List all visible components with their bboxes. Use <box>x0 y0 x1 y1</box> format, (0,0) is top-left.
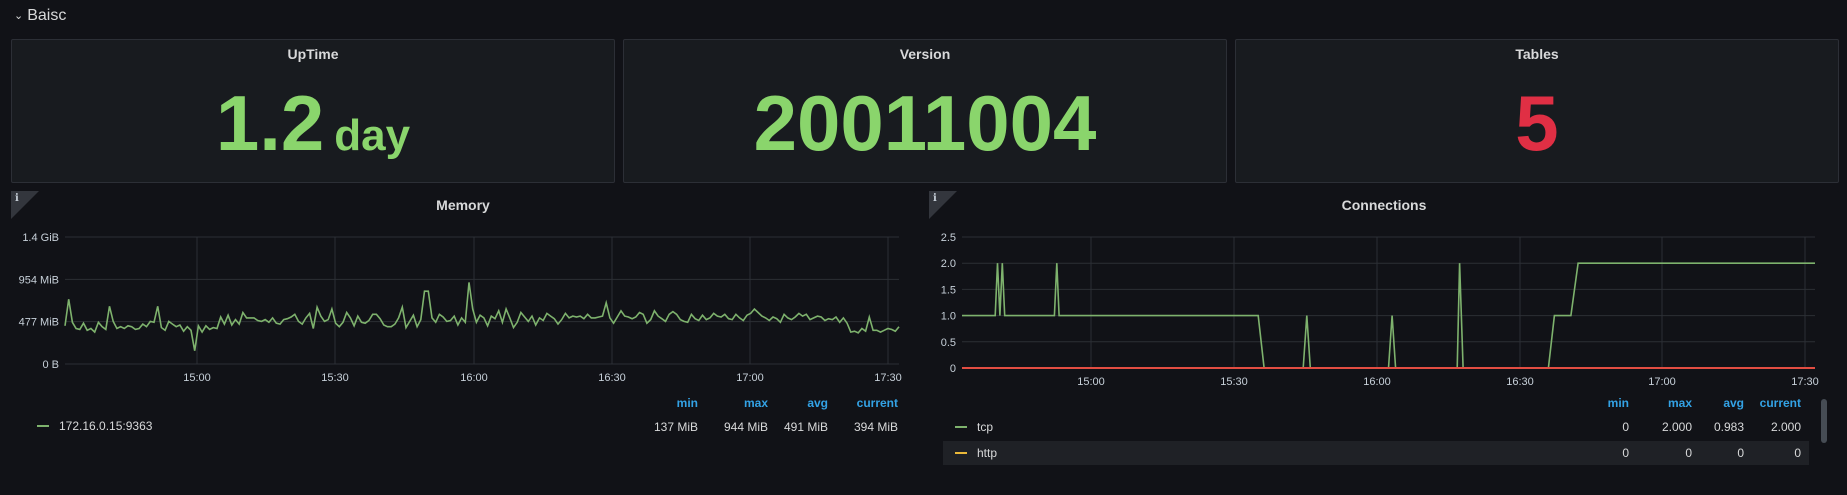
stat-number: 5 <box>1515 79 1559 167</box>
legend-item[interactable]: 172.16.0.15:9363 <box>37 414 152 438</box>
x-tick-label: 15:30 <box>321 372 349 384</box>
legend-current: 0 <box>1794 446 1801 460</box>
memory-chart[interactable]: 0 B 477 MiB 954 MiB 1.4 GiB 15:00 15:30 16:00 1… <box>11 191 915 391</box>
x-tick-label: 17:30 <box>1791 376 1819 388</box>
panel-title: Tables <box>1515 46 1559 62</box>
info-icon[interactable]: i <box>933 193 937 204</box>
legend-header-current[interactable]: current <box>1759 396 1801 410</box>
y-tick-label: 477 MiB <box>19 317 59 329</box>
y-tick-label: 1.4 GiB <box>22 232 59 244</box>
legend-max: 0 <box>1685 446 1692 460</box>
x-tick-label: 16:30 <box>1506 376 1534 388</box>
legend-header-avg[interactable]: avg <box>807 396 828 410</box>
legend-current: 394 MiB <box>853 420 898 434</box>
legend-row-http[interactable]: http 0 0 0 0 <box>943 441 1809 465</box>
x-tick-label: 15:30 <box>1220 376 1248 388</box>
legend-header-min[interactable]: min <box>676 396 698 410</box>
y-tick-label: 0 <box>950 363 956 375</box>
stat-unit: day <box>334 111 411 160</box>
legend-max: 944 MiB <box>723 420 768 434</box>
x-tick-label: 16:00 <box>1363 376 1391 388</box>
x-tick-label: 17:00 <box>736 372 764 384</box>
stat-panel-tables[interactable]: Tables 5 <box>1235 39 1839 183</box>
stat-panel-uptime[interactable]: UpTime 1.2 day <box>11 39 615 183</box>
stat-number: 1.2 <box>215 79 325 167</box>
y-tick-label: 1.5 <box>941 284 956 296</box>
legend-series-name: tcp <box>977 420 994 434</box>
x-tick-label: 16:00 <box>460 372 488 384</box>
y-tick-label: 954 MiB <box>19 274 59 286</box>
series-line-memory <box>64 282 900 351</box>
panel-title: Version <box>899 46 951 62</box>
x-tick-label: 15:00 <box>183 372 211 384</box>
y-tick-label: 2.5 <box>941 232 956 244</box>
row-header-baisc[interactable]: ⌄ Baisc <box>14 5 66 27</box>
legend-current: 2.000 <box>1770 420 1801 434</box>
graph-panel-memory[interactable]: i Memory 0 B 477 MiB 954 MiB 1.4 GiB 15:00 15… <box>11 191 915 495</box>
legend-min: 0 <box>1622 446 1629 460</box>
legend-scrollbar[interactable] <box>1821 399 1827 443</box>
info-corner[interactable] <box>11 191 39 219</box>
row-title: Baisc <box>27 7 67 24</box>
stat-value: 20011004 <box>624 78 1226 168</box>
legend-series-name: http <box>977 446 998 460</box>
series-swatch <box>955 452 967 454</box>
x-tick-label: 17:00 <box>1648 376 1676 388</box>
stat-value: 5 <box>1236 78 1838 168</box>
panel-title: UpTime <box>287 46 339 62</box>
legend-header-avg[interactable]: avg <box>1723 396 1744 410</box>
chevron-down-icon: ⌄ <box>14 9 24 22</box>
legend-avg: 0 <box>1737 446 1744 460</box>
x-tick-label: 16:30 <box>598 372 626 384</box>
legend-avg: 491 MiB <box>783 420 828 434</box>
y-tick-label: 2.0 <box>941 258 956 270</box>
connections-chart[interactable]: 0 0.5 1.0 1.5 2.0 2.5 15:00 15:30 16:00 16:30 17:0… <box>929 191 1839 391</box>
stat-value: 1.2 day <box>12 78 614 181</box>
x-tick-label: 15:00 <box>1077 376 1105 388</box>
legend-min: 137 MiB <box>653 420 698 434</box>
panel-title: Memory <box>436 197 490 213</box>
y-tick-label: 0 B <box>42 359 59 371</box>
series-swatch <box>955 426 967 428</box>
legend-header-min[interactable]: min <box>1607 396 1629 410</box>
legend-avg: 0.983 <box>1713 420 1744 434</box>
panel-title: Connections <box>1341 197 1427 213</box>
legend-item[interactable]: http <box>955 441 997 465</box>
legend-item[interactable]: tcp <box>955 415 993 439</box>
x-tick-label: 17:30 <box>874 372 902 384</box>
stat-panel-version[interactable]: Version 20011004 <box>623 39 1227 183</box>
y-tick-label: 0.5 <box>941 337 956 349</box>
legend-min: 0 <box>1622 420 1629 434</box>
y-tick-label: 1.0 <box>941 311 956 323</box>
graph-panel-connections[interactable]: i Connections 0 0.5 1.0 1.5 2.0 2.5 15:00 15:30… <box>929 191 1839 495</box>
legend-max: 2.000 <box>1661 420 1692 434</box>
info-corner[interactable] <box>929 191 957 219</box>
legend-header-max[interactable]: max <box>1667 396 1692 410</box>
info-icon[interactable]: i <box>15 193 19 204</box>
legend-header-max[interactable]: max <box>743 396 768 410</box>
legend-series-name: 172.16.0.15:9363 <box>59 419 153 433</box>
stat-number: 20011004 <box>753 79 1097 167</box>
legend-header-current[interactable]: current <box>856 396 898 410</box>
series-swatch <box>37 425 49 427</box>
legend-row-tcp[interactable]: tcp 0 2.000 0.983 2.000 <box>943 415 1809 439</box>
